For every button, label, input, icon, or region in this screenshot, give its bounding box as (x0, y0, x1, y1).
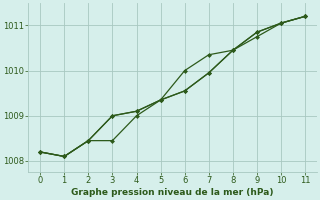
X-axis label: Graphe pression niveau de la mer (hPa): Graphe pression niveau de la mer (hPa) (71, 188, 274, 197)
